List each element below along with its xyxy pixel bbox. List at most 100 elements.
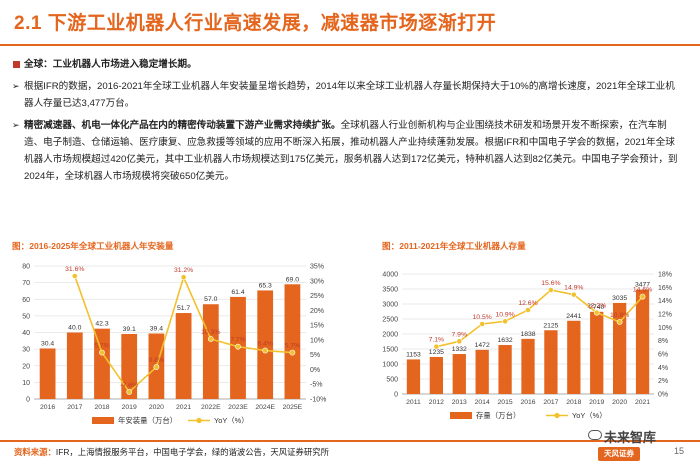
- bar-value-label: 57.0: [204, 296, 217, 303]
- legend-line-marker: [554, 412, 560, 419]
- yoy-point: [479, 321, 486, 327]
- arrow-bullet-icon: ➢: [12, 120, 20, 130]
- y-left-tick: 20: [22, 363, 30, 370]
- x-tick-label: 2011: [406, 399, 421, 406]
- yoy-point: [616, 319, 623, 325]
- y-left-tick: 10: [22, 380, 30, 387]
- chart-1-installations: 0 10 20 30 40 50 60 70 80 -10% -5% 0% 5% 10% 15% 20% 25%…: [22, 264, 326, 426]
- x-tick-label: 2024E: [255, 404, 275, 411]
- bar: [66, 332, 83, 399]
- x-tick-label: 2021: [635, 399, 650, 406]
- yoy-point: [570, 291, 577, 298]
- chart-2-stock: 0 500 1000 1500 2000 2500 3000 3500 4000 0% 2% 4% 6%…: [382, 272, 672, 421]
- yoy-value-label: 14.9%: [564, 285, 583, 292]
- x-tick-label: 2017: [67, 404, 82, 411]
- bar-value-label: 2125: [543, 322, 558, 329]
- y-left-tick: 0: [26, 397, 30, 404]
- bullet-heading: 全球：工业机器人市场进入稳定增长期。: [12, 56, 682, 73]
- bar-value-label: 39.4: [150, 325, 163, 332]
- chart-2-title: 图：2011-2021年全球工业机器人存量: [382, 241, 526, 251]
- bar-value-label: 1472: [475, 342, 490, 349]
- y-left-tick: 60: [22, 297, 30, 304]
- y-right-tick: 6%: [658, 352, 668, 359]
- yoy-line: [436, 289, 644, 348]
- chart-1-title: 图：2016-2025年全球工业机器人年安装量: [12, 241, 174, 251]
- yoy-point: [99, 349, 105, 356]
- x-tick-label: 2018: [94, 404, 109, 411]
- y-left-tick: 2000: [382, 332, 398, 339]
- y-right-tick: 5%: [310, 352, 320, 359]
- y-right-tick: 10%: [658, 325, 672, 332]
- yoy-point: [593, 309, 600, 316]
- legend-bar-label: 存量（万台）: [476, 411, 520, 420]
- x-tick-label: 2022E: [201, 404, 221, 411]
- square-bullet-icon: [13, 61, 20, 68]
- bar-value-label: 3035: [612, 295, 627, 302]
- source-text: IFR，上海情报服务平台，中国电子学会，绿的谐波公告，天风证券研究所: [55, 447, 329, 457]
- bar-value-label: 65.3: [259, 282, 272, 289]
- bar: [406, 359, 421, 394]
- yoy-point: [153, 364, 160, 370]
- company-logo: 天风证券: [598, 447, 640, 461]
- bar: [475, 349, 489, 394]
- y-right-tick: 10%: [310, 337, 324, 344]
- bar-value-label: 30.4: [41, 340, 54, 347]
- y-right-tick: 14%: [658, 298, 672, 305]
- x-tick-label: 2023E: [228, 404, 248, 411]
- y-left-tick: 80: [22, 264, 30, 271]
- y-right-tick: 30%: [310, 278, 324, 285]
- bar-value-label: 51.7: [177, 305, 190, 312]
- x-tick-label: 2012: [429, 399, 444, 406]
- y-right-tick: 2%: [658, 378, 668, 385]
- x-tick-label: 2019: [589, 399, 604, 406]
- legend-line-marker: [196, 417, 202, 424]
- yoy-point: [289, 349, 296, 356]
- yoy-point: [207, 336, 214, 342]
- legend-line-label: YoY（%）: [214, 416, 249, 425]
- bar-value-label: 61.4: [231, 289, 244, 296]
- bar: [635, 289, 650, 394]
- x-tick-label: 2017: [543, 399, 558, 406]
- y-left-tick: 4000: [382, 272, 398, 279]
- y-right-tick: 25%: [310, 293, 324, 300]
- y-right-tick: 0%: [658, 392, 668, 399]
- legend-bar-swatch: [450, 412, 472, 419]
- x-tick-label: 2014: [475, 399, 490, 406]
- x-tick-label: 2019: [122, 404, 137, 411]
- x-tick-label: 2020: [612, 399, 627, 406]
- y-left-tick: 1000: [382, 362, 398, 369]
- x-tick-label: 2025E: [283, 404, 303, 411]
- y-left-tick: 70: [22, 280, 30, 287]
- x-tick-label: 2016: [40, 404, 55, 411]
- yoy-point: [433, 343, 440, 350]
- yoy-point: [456, 338, 463, 345]
- paragraph-2-bold: 精密减速器、机电一体化产品在内的精密传动装置下游产业需求持续扩张。: [24, 120, 341, 131]
- bar: [202, 304, 219, 399]
- wechat-icon: [588, 430, 602, 440]
- legend-line-label: YoY（%）: [572, 411, 607, 420]
- bar-value-label: 42.3: [95, 321, 108, 328]
- y-left-tick: 500: [386, 377, 398, 384]
- y-right-tick: 18%: [658, 272, 672, 279]
- bar-value-label: 1235: [429, 349, 444, 356]
- yoy-value-label: 6.4%: [257, 341, 273, 348]
- source-label: 资料来源：: [14, 447, 56, 457]
- x-tick-label: 2013: [452, 399, 467, 406]
- y-left-tick: 3000: [382, 302, 398, 309]
- yoy-value-label: 12.2%: [587, 303, 606, 310]
- bar: [612, 302, 627, 394]
- bar: [39, 348, 56, 399]
- y-right-tick: 16%: [658, 285, 672, 292]
- y-right-tick: 15%: [310, 323, 324, 330]
- bar: [257, 290, 274, 399]
- page-title: 2.1 下游工业机器人行业高速发展，减速器市场逐渐打开: [14, 13, 497, 34]
- yoy-value-label: 15.6%: [541, 280, 560, 287]
- yoy-value-label: 5.7%: [94, 343, 110, 350]
- y-left-tick: 3500: [382, 287, 398, 294]
- yoy-point: [71, 273, 78, 279]
- y-right-tick: -5%: [310, 382, 322, 389]
- yoy-point: [180, 274, 187, 281]
- watermark-brand: 未来智库: [604, 430, 657, 445]
- bullet-section: 全球：工业机器人市场进入稳定增长期。 ➢ 根据IFR的数据，2016-2021年…: [12, 56, 682, 185]
- bullet-paragraph-1: ➢ 根据IFR的数据，2016-2021年全球工业机器人年安装量呈增长趋势，20…: [12, 78, 682, 112]
